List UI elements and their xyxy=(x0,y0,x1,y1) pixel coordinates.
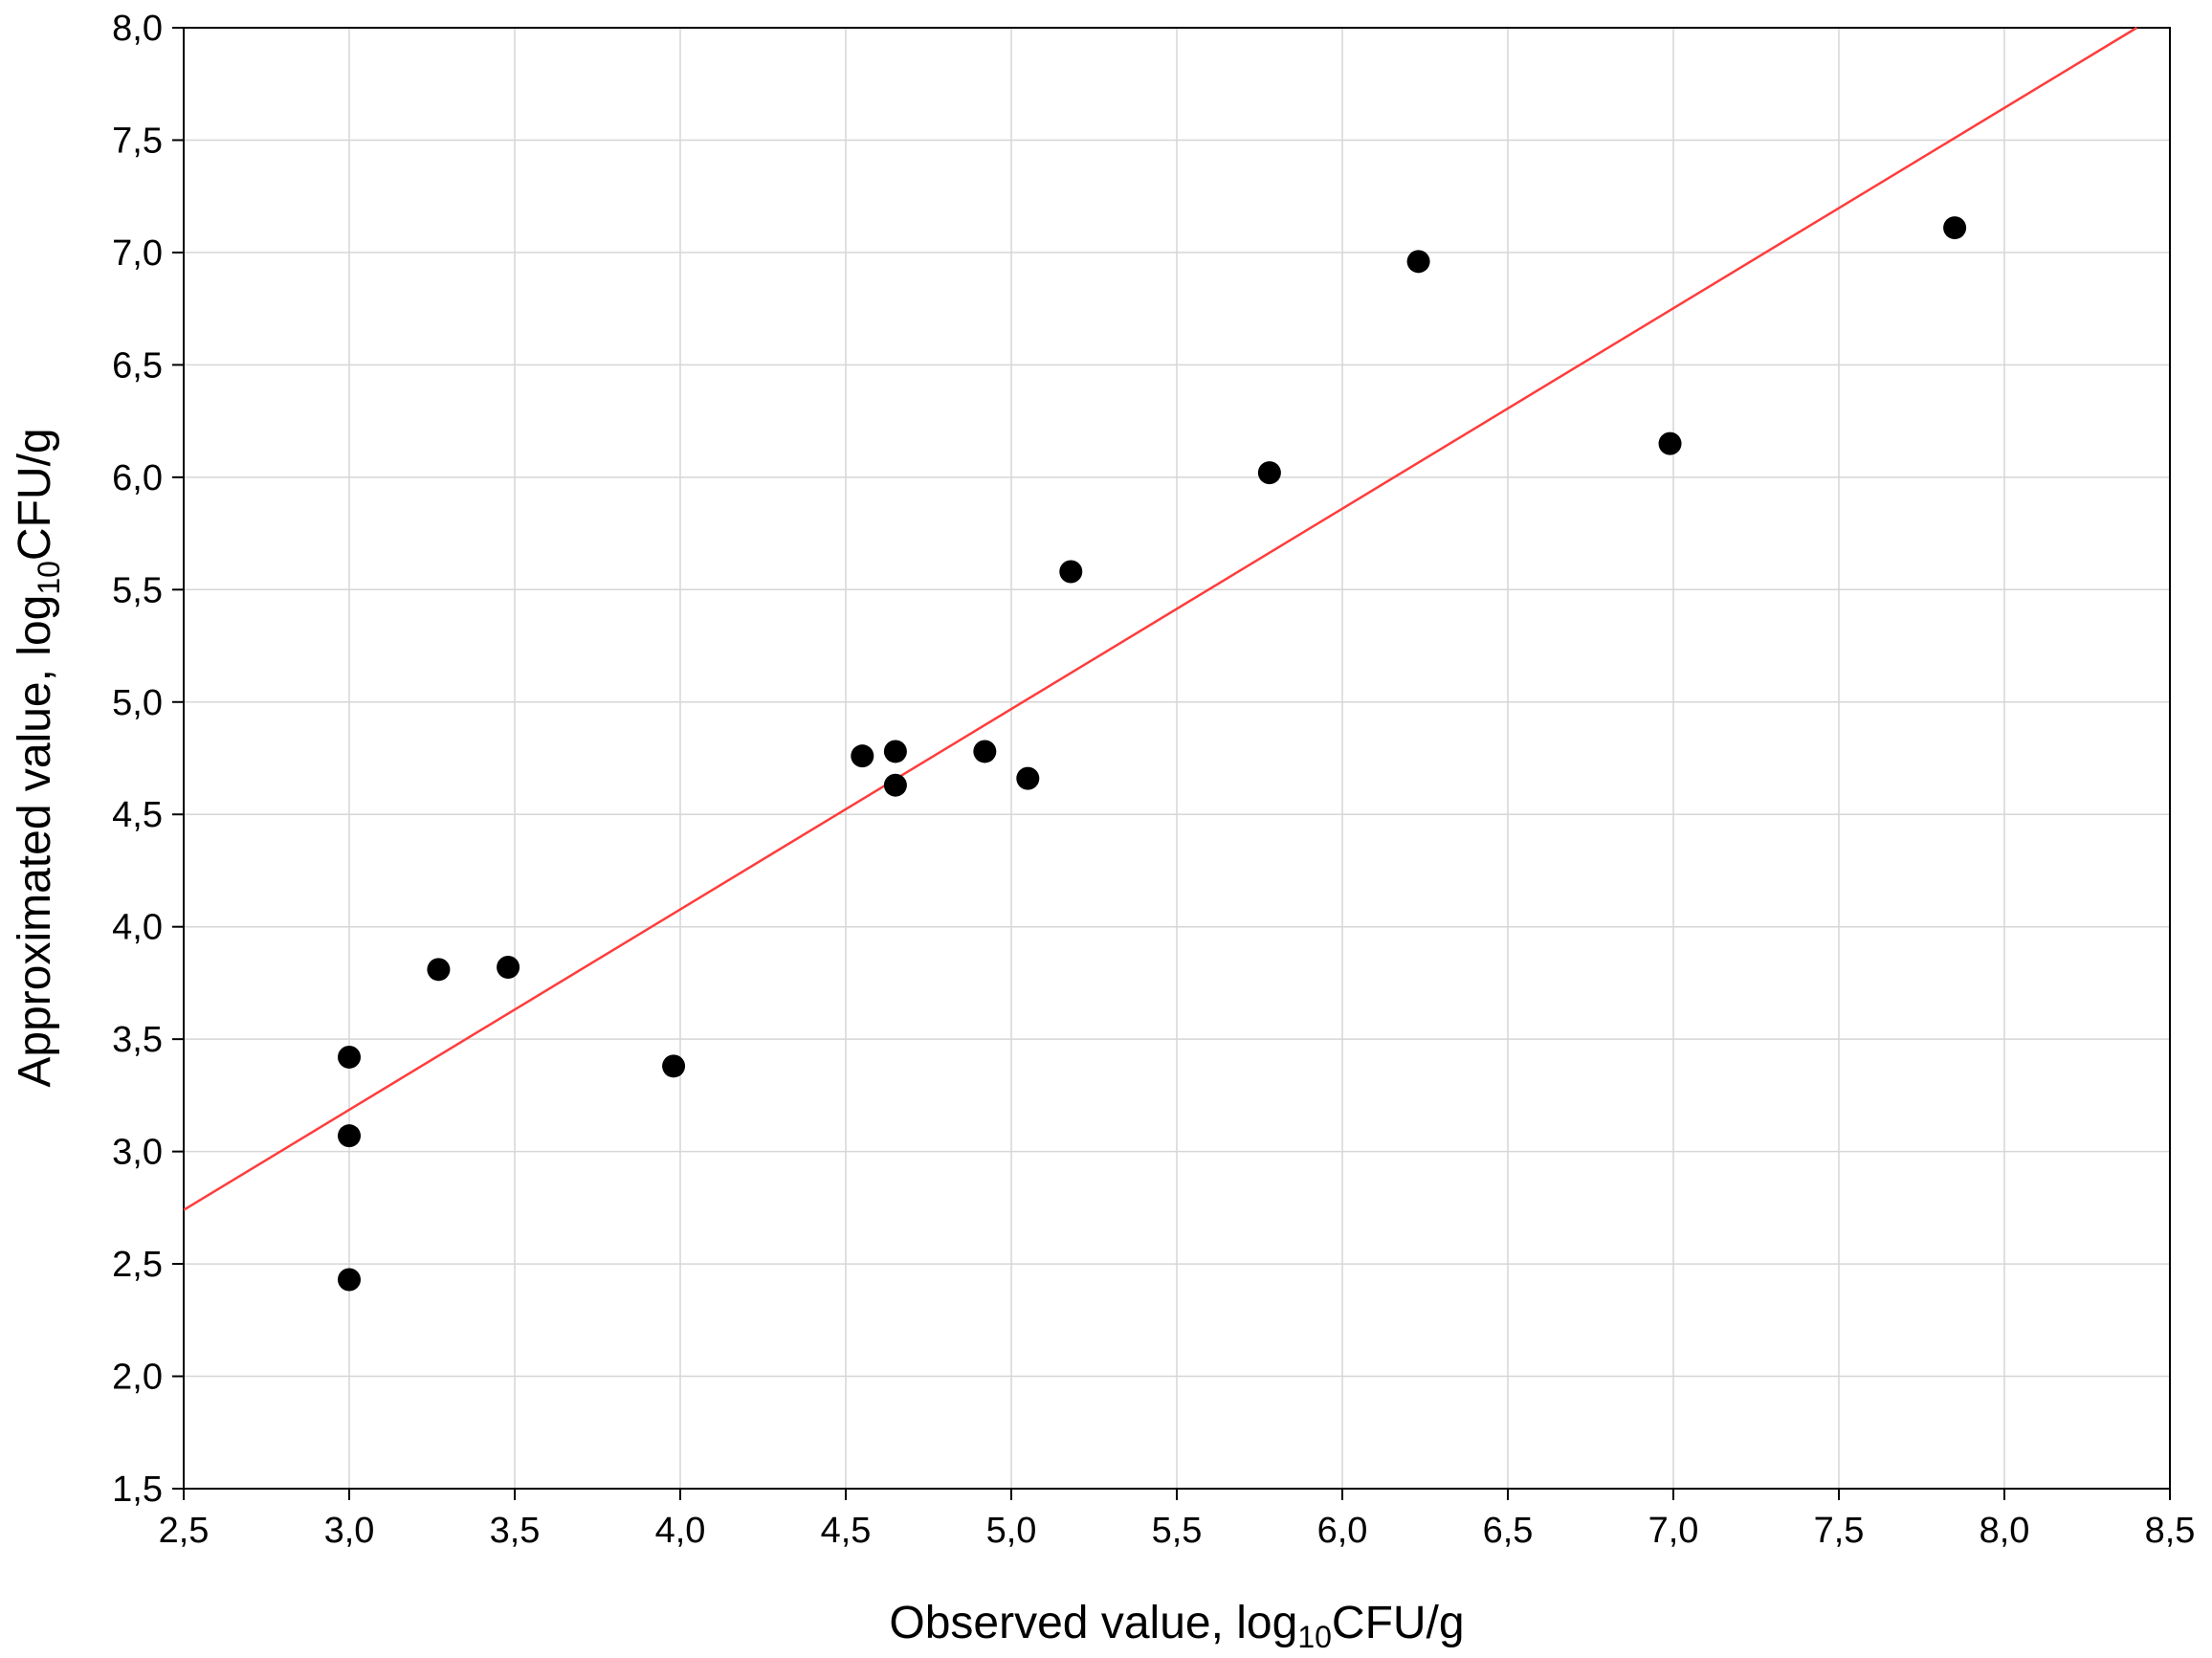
y-tick-labels: 1,5 2,0 2,5 3,0 3,5 4,0 4,5 5,0 5,5 6,0 6,5 7,0 7,5 8… xyxy=(112,9,163,1510)
data-point xyxy=(1658,431,1682,455)
x-tick-label: 2,5 xyxy=(159,1511,210,1551)
data-point xyxy=(883,740,907,763)
y-tick-label: 6,5 xyxy=(112,345,163,386)
x-tick-labels: 2,5 3,0 3,5 4,0 4,5 5,0 5,5 6,0 6,5 7,0 7,5 8,0 8,5 xyxy=(159,1511,2196,1551)
x-tick-label: 6,5 xyxy=(1483,1511,1534,1551)
x-tick-label: 3,0 xyxy=(324,1511,375,1551)
data-points xyxy=(338,216,1967,1292)
data-point xyxy=(1406,250,1430,274)
x-axis-title: Observed value, log10CFU/g xyxy=(889,1598,1464,1654)
data-point xyxy=(427,958,451,982)
data-point xyxy=(497,955,520,979)
axis-ticks xyxy=(172,27,2171,1500)
y-tick-label: 5,0 xyxy=(112,683,163,723)
y-axis-title: Approximated value, log10CFU/g xyxy=(10,428,66,1087)
x-tick-label: 5,5 xyxy=(1152,1511,1203,1551)
x-tick-label: 5,0 xyxy=(986,1511,1037,1551)
y-tick-label: 3,5 xyxy=(112,1020,163,1060)
data-point xyxy=(338,1124,361,1148)
x-tick-label: 8,0 xyxy=(1980,1511,2030,1551)
data-point xyxy=(662,1054,686,1078)
fit-line-group xyxy=(183,26,2138,1211)
y-tick-label: 3,0 xyxy=(112,1133,163,1173)
y-tick-label: 2,5 xyxy=(112,1245,163,1285)
x-tick-label: 8,5 xyxy=(2145,1511,2196,1551)
data-point xyxy=(973,740,997,763)
data-point xyxy=(1257,461,1281,485)
y-tick-label: 2,0 xyxy=(112,1358,163,1398)
fit-line xyxy=(183,26,2138,1211)
data-point xyxy=(1943,216,1967,240)
x-tick-label: 4,5 xyxy=(821,1511,872,1551)
x-tick-label: 7,0 xyxy=(1648,1511,1699,1551)
x-tick-label: 4,0 xyxy=(655,1511,706,1551)
y-tick-label: 1,5 xyxy=(112,1470,163,1510)
x-tick-label: 7,5 xyxy=(1814,1511,1865,1551)
y-tick-label: 8,0 xyxy=(112,9,163,49)
data-point xyxy=(851,744,874,768)
x-tick-label: 6,0 xyxy=(1317,1511,1368,1551)
gridlines xyxy=(183,27,2171,1490)
data-point xyxy=(1016,766,1040,790)
y-tick-label: 5,5 xyxy=(112,570,163,610)
data-point xyxy=(338,1045,361,1069)
y-tick-label: 4,0 xyxy=(112,908,163,948)
x-tick-label: 3,5 xyxy=(490,1511,541,1551)
y-tick-label: 4,5 xyxy=(112,795,163,835)
data-point xyxy=(1059,560,1083,584)
data-point xyxy=(883,773,907,797)
y-tick-label: 7,0 xyxy=(112,233,163,274)
y-tick-label: 7,5 xyxy=(112,121,163,161)
data-point xyxy=(338,1268,361,1292)
y-tick-label: 6,0 xyxy=(112,458,163,498)
